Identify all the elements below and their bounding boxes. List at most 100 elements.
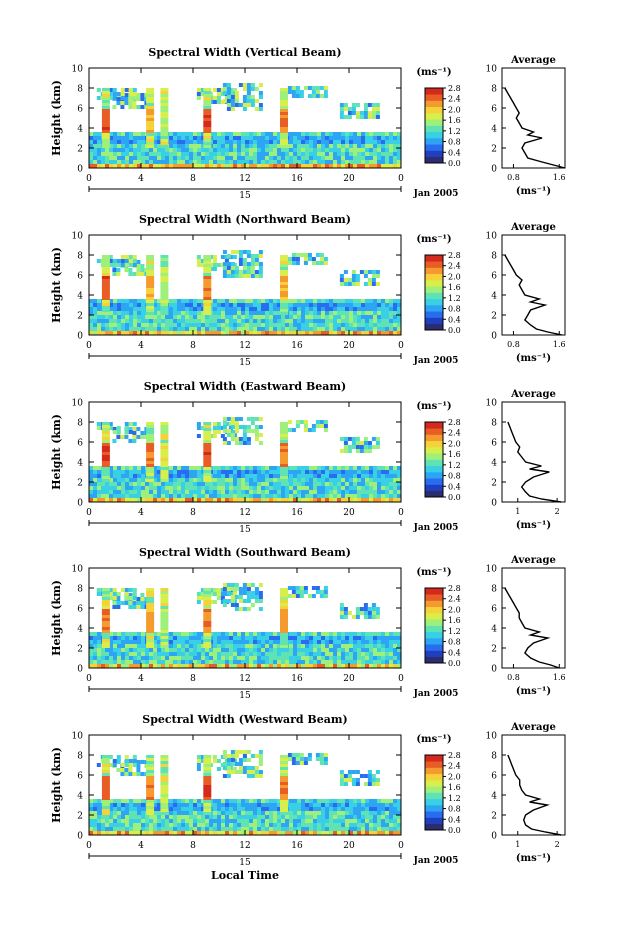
colorbar-frame <box>424 587 444 664</box>
x-tick-label: 20 <box>343 341 355 351</box>
colorbar-swatch <box>425 255 443 262</box>
colorbar-swatch <box>425 798 443 806</box>
colorbar-tick-label: 2.8 <box>448 84 461 93</box>
colorbar-tick-label: 0.8 <box>448 305 461 314</box>
average-y-tick-label: 0 <box>491 499 497 509</box>
average-y-tick-label: 8 <box>491 85 497 95</box>
average-x-tick-label: 1 <box>515 840 520 849</box>
y-tick-label: 8 <box>77 252 83 262</box>
colorbar-swatch <box>425 811 443 818</box>
colorbar-tick-label: 1.6 <box>448 450 461 459</box>
x-tick-label: 12 <box>239 174 250 184</box>
colorbar-tick-label: 2.0 <box>448 605 461 614</box>
average-title: Average <box>510 389 556 400</box>
colorbar-tick-label: 2.4 <box>448 762 461 771</box>
x-tick-label: 4 <box>138 508 144 518</box>
y-tick-label: 0 <box>77 832 83 842</box>
colorbar-swatch <box>425 823 443 831</box>
y-tick-label: 2 <box>77 145 83 155</box>
average-y-tick-label: 8 <box>491 419 497 429</box>
heatmap-area <box>89 583 401 668</box>
average-x-tick-label: 1.6 <box>553 673 566 682</box>
heatmap-area <box>89 83 401 168</box>
average-y-tick-label: 6 <box>491 605 497 615</box>
heatmap-area <box>89 750 401 835</box>
average-frame <box>501 401 566 503</box>
colorbar-swatch <box>425 465 443 473</box>
colorbar-tick-label: 2.4 <box>448 595 461 604</box>
colorbar-tick-label: 0.8 <box>448 138 461 147</box>
x-tick-label: 4 <box>138 674 144 684</box>
colorbar-swatch <box>425 125 443 133</box>
panel-title: Spectral Width (Westward Beam) <box>142 713 347 726</box>
colorbar-tick-label: 0.8 <box>448 805 461 814</box>
colorbar-swatch <box>425 459 443 467</box>
average-unit: (ms⁻¹) <box>516 520 551 531</box>
y-tick-label: 2 <box>77 479 83 489</box>
average-y-tick-label: 0 <box>491 165 497 175</box>
colorbar-swatch <box>425 638 443 645</box>
average-frame <box>501 734 566 836</box>
colorbar-swatch <box>425 656 443 664</box>
colorbar-swatch <box>425 428 443 435</box>
average-frame <box>501 234 566 336</box>
average-title: Average <box>510 555 556 566</box>
average-x-tick-label: 1 <box>515 507 520 516</box>
colorbar-swatch <box>425 138 443 145</box>
x-tick-label: 20 <box>343 841 355 851</box>
convective-column <box>203 588 212 648</box>
panel-2: Spectral Width (Eastward Beam)0246810Hei… <box>50 380 566 535</box>
x-tick-label: 4 <box>138 841 144 851</box>
y-axis-label: Height (km) <box>50 580 63 656</box>
panel-title: Spectral Width (Eastward Beam) <box>144 380 346 393</box>
y-tick-label: 0 <box>77 665 83 675</box>
colorbar-unit: (ms⁻¹) <box>416 401 451 412</box>
y-tick-label: 6 <box>77 105 83 115</box>
panel-title: Spectral Width (Northward Beam) <box>139 213 351 226</box>
x-tick-label: 20 <box>343 674 355 684</box>
y-tick-label: 10 <box>72 732 84 742</box>
average-y-tick-label: 0 <box>491 832 497 842</box>
colorbar-swatch <box>425 650 443 658</box>
x-tick-label: 8 <box>190 341 196 351</box>
x-tick-label: 0 <box>86 174 92 184</box>
convective-column <box>146 88 155 148</box>
colorbar-unit: (ms⁻¹) <box>416 567 451 578</box>
x-tick-label: 0 <box>86 508 92 518</box>
convective-column <box>280 422 288 482</box>
y-tick-label: 4 <box>77 792 83 802</box>
panel-3: Spectral Width (Southward Beam) 0 2 4 6 8 10 He… <box>50 546 566 701</box>
y-tick-label: 0 <box>77 499 83 509</box>
x-tick-label: 0 <box>398 508 404 518</box>
colorbar-tick-label: 2.8 <box>448 251 461 260</box>
colorbar-frame <box>424 87 444 164</box>
colorbar-swatch <box>425 625 443 633</box>
average-profile-line <box>504 254 563 336</box>
x-tick-label: 20 <box>343 174 355 184</box>
panel-1: Spectral Width (Northward Beam) 0 2 4 6 8 10 He… <box>50 213 566 368</box>
colorbar-swatch <box>425 422 443 429</box>
average-y-tick-label: 2 <box>491 812 497 822</box>
panel-title: Spectral Width (Southward Beam) <box>139 546 351 559</box>
panel-title: Spectral Width (Vertical Beam) <box>148 46 341 59</box>
y-tick-label: 6 <box>77 439 83 449</box>
y-tick-label: 10 <box>72 65 84 75</box>
x-tick-label: 16 <box>291 508 303 518</box>
y-tick-label: 4 <box>77 625 83 635</box>
colorbar-swatch <box>425 305 443 312</box>
y-axis-label: Height (km) <box>50 80 63 156</box>
x-tick-label: 8 <box>190 508 196 518</box>
colorbar-swatch <box>425 600 443 608</box>
convective-column <box>146 755 155 815</box>
colorbar-tick-label: 1.2 <box>448 127 461 136</box>
x-tick-label: 0 <box>398 174 404 184</box>
y-tick-label: 0 <box>77 165 83 175</box>
convective-column <box>160 88 169 148</box>
x-tick-label: 12 <box>239 341 250 351</box>
colorbar-tick-label: 1.2 <box>448 627 461 636</box>
convective-column <box>160 588 169 648</box>
convective-column <box>280 755 288 815</box>
average-y-tick-label: 4 <box>491 625 497 635</box>
average-y-tick-label: 2 <box>491 479 497 489</box>
average-y-tick-label: 8 <box>491 752 497 762</box>
